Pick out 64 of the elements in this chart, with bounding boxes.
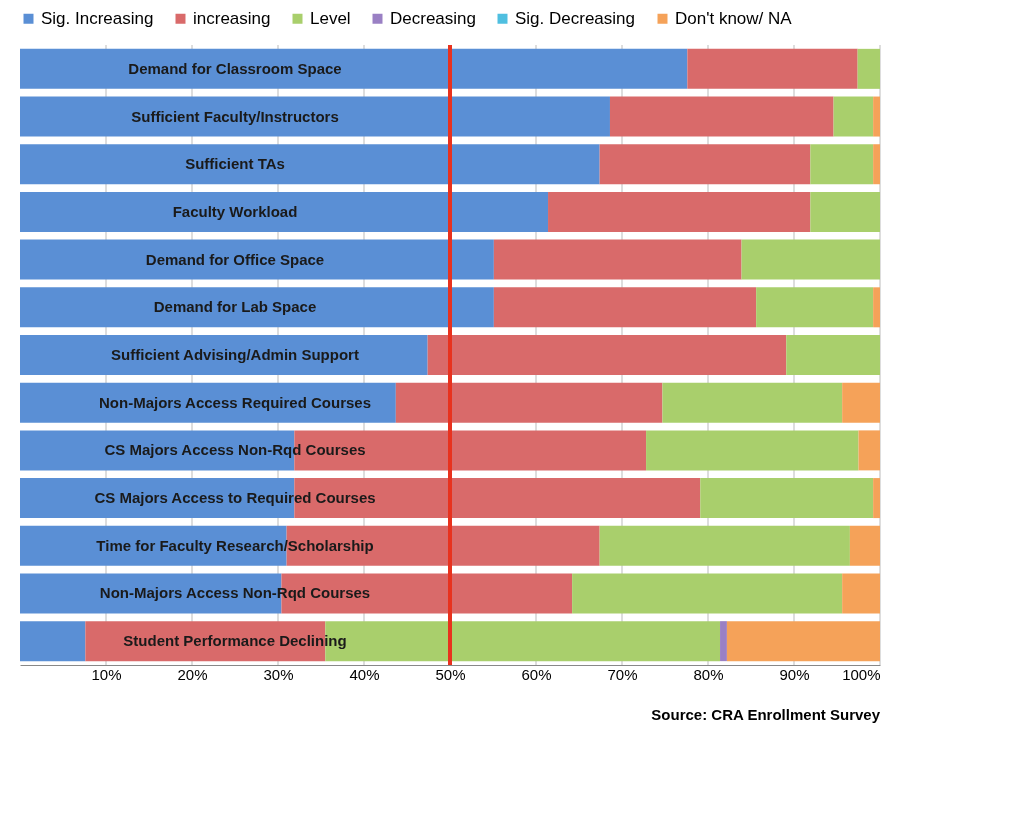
legend-label: Sig. Decreasing: [515, 8, 636, 28]
bar: [20, 191, 549, 232]
source-note: Source: CRA Enrollment Survey: [651, 706, 881, 723]
bar: [687, 48, 858, 89]
bar: [720, 621, 727, 662]
bar: [842, 573, 880, 614]
bar: [427, 335, 787, 375]
bar: [858, 430, 880, 471]
x-tick-label: 70%: [607, 665, 638, 683]
bar: [741, 239, 880, 280]
bar: [726, 621, 880, 662]
bar: [842, 382, 880, 423]
legend-label: Sig. Increasing: [41, 8, 154, 28]
bar: [20, 144, 600, 185]
bar: [20, 96, 610, 137]
y-tick-label: Sufficient TAs: [185, 155, 285, 173]
y-tick-label: Faculty Workload: [172, 202, 298, 220]
bar: [786, 335, 880, 375]
bar: [493, 239, 742, 280]
bar: [20, 335, 428, 375]
x-tick-label: 30%: [263, 665, 294, 683]
bar: [572, 573, 843, 614]
legend-label: Don't know/ NA: [675, 8, 793, 28]
bar: [810, 144, 874, 185]
y-tick-label: Sufficient Faculty/Instructors: [131, 107, 339, 125]
bar: [873, 478, 880, 519]
bar: [609, 96, 834, 137]
bar: [662, 382, 843, 423]
y-tick-label: Non-Majors Access Required Courses: [98, 393, 372, 411]
x-tick-label: 90%: [779, 665, 810, 683]
x-tick-label: 80%: [693, 665, 724, 683]
bar: [700, 478, 874, 519]
y-tick-label: Demand for Lab Space: [153, 298, 317, 316]
y-tick-label: Demand for Office Space: [145, 250, 325, 268]
bar: [857, 48, 880, 89]
y-tick-label: Student Performance Declining: [123, 632, 347, 650]
bar: [833, 96, 874, 137]
x-tick-label: 50%: [435, 665, 466, 683]
bar: [873, 144, 880, 185]
bar: [849, 525, 880, 566]
bar: [548, 191, 811, 232]
bar: [395, 382, 663, 423]
bar: [873, 96, 880, 137]
bar: [599, 525, 850, 566]
y-tick-label: Sufficient Advising/Admin Support: [111, 346, 359, 363]
legend-label: Decreasing: [390, 8, 476, 28]
bar: [810, 191, 880, 232]
bar: [873, 287, 880, 328]
bar: [20, 287, 494, 328]
bar: [646, 430, 859, 471]
bar: [599, 144, 811, 185]
x-tick-label: 60%: [521, 665, 552, 683]
bar: [493, 287, 757, 328]
x-tick-label: 10%: [91, 665, 122, 683]
legend-label: increasing: [193, 8, 271, 28]
x-tick-label: 20%: [177, 665, 208, 683]
legend-label: Level: [310, 8, 351, 28]
bar: [756, 287, 874, 328]
bar: [20, 239, 494, 280]
y-tick-label: Demand for Classroom Space: [128, 59, 342, 77]
bar: [20, 621, 86, 662]
x-tick-label: 100%: [842, 665, 881, 683]
bar: [20, 48, 688, 89]
x-tick-label: 40%: [349, 665, 380, 683]
